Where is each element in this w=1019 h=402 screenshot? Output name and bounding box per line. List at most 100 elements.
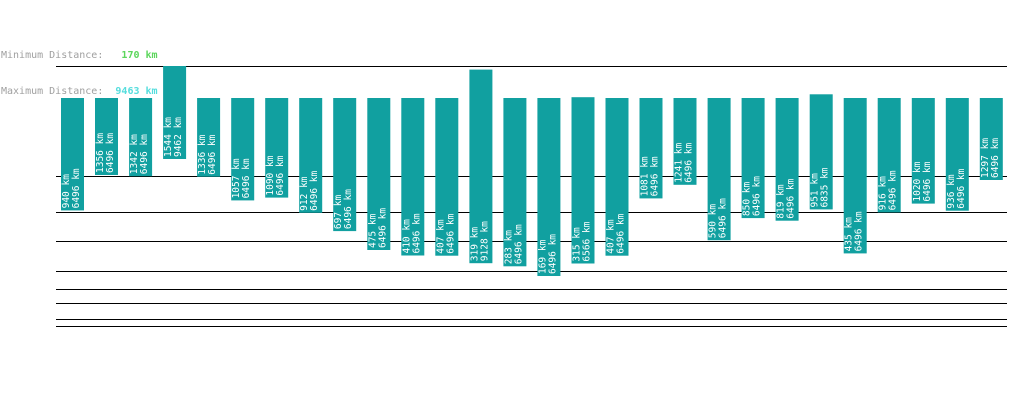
bar-min-label: 319 km [469, 227, 480, 262]
bar-min-label: 1090 km [265, 155, 276, 195]
bar-max-label: 6496 km [71, 168, 82, 208]
bar-group: 916 km 6496 km [877, 98, 901, 213]
bar-max-label: 6496 km [445, 213, 456, 253]
bar-group: 169 km 6496 km [537, 98, 561, 276]
bar-max-label: 6835 km [820, 167, 831, 207]
bar-group: 1356 km 6496 km [95, 98, 118, 175]
bar [537, 98, 561, 276]
bar-max-label: 6496 km [752, 176, 763, 216]
minimum-distance-row: Minimum Distance: 170 km [1, 50, 158, 62]
bar-group: 475 km 6496 km [367, 98, 391, 250]
bar-group: 1057 km 6496 km [231, 98, 255, 201]
bar [911, 98, 935, 204]
bar [503, 98, 527, 267]
bar-max-label: 6496 km [241, 158, 252, 198]
bar-min-label: 315 km [572, 227, 583, 262]
maximum-distance-value: 9463 km [115, 86, 158, 97]
bar-group: 315 km 6566 km [571, 97, 595, 264]
bar-min-label: 283 km [503, 230, 514, 265]
bar [775, 98, 799, 221]
bar [265, 98, 289, 198]
maximum-distance-label: Maximum Distance: [1, 86, 104, 97]
bar-group: 590 km 6496 km [707, 98, 731, 241]
bar-group: 407 km 6496 km [605, 98, 629, 256]
maximum-distance-row: Maximum Distance: 9463 km [1, 86, 158, 98]
bar-max-label: 6496 km [650, 156, 661, 196]
bar-max-label: 6496 km [990, 138, 1001, 178]
bar-group: 1020 km 6496 km [911, 98, 935, 204]
distance-stats: Minimum Distance: 170 km Maximum Distanc… [1, 26, 158, 110]
bar-max-label: 6496 km [207, 134, 218, 174]
bar-min-label: 916 km [878, 176, 889, 211]
bar-max-label: 6496 km [547, 234, 558, 274]
bar-group: 1544 km 9462 km [163, 66, 187, 159]
bar-group: 407 km 6496 km [435, 98, 459, 256]
bar-group: 936 km 6496 km [945, 98, 969, 211]
bar [95, 98, 118, 175]
bar [707, 98, 731, 241]
bar-min-label: 936 km [946, 174, 957, 209]
bar-min-label: 169 km [537, 239, 548, 274]
bar-min-label: 1020 km [912, 161, 923, 201]
bar [231, 98, 255, 201]
bar-max-label: 6496 km [513, 224, 524, 264]
bar-min-label: 1356 km [95, 133, 106, 173]
bar-group: 912 km 6496 km [299, 98, 323, 213]
bar-max-label: 6496 km [684, 142, 695, 182]
bar-max-label: 6496 km [888, 170, 899, 210]
bar-max-label: 6496 km [411, 213, 422, 253]
bar-group: 319 km 9128 km [469, 69, 493, 264]
bar-min-label: 1081 km [640, 156, 651, 196]
bar-group: 819 km 6496 km [775, 98, 799, 221]
bar-min-label: 850 km [742, 182, 753, 217]
bar-group: 1081 km 6496 km [639, 98, 663, 199]
bar-max-label: 6496 km [275, 155, 286, 195]
bar-group: 1297 km 6496 km [979, 98, 1003, 180]
bar-min-label: 697 km [333, 195, 344, 230]
bar [809, 94, 833, 210]
bar-max-label: 6496 km [105, 133, 116, 173]
bar-min-label: 1297 km [980, 138, 991, 178]
bar-min-label: 1057 km [231, 158, 242, 198]
bar-min-label: 407 km [435, 219, 446, 254]
bar [571, 97, 595, 264]
bar [469, 69, 493, 264]
bar-max-label: 6496 km [854, 211, 865, 251]
bar [401, 98, 425, 256]
bar-min-label: 590 km [708, 204, 719, 239]
bar-max-label: 6496 km [309, 170, 320, 210]
bar [979, 98, 1003, 180]
bar-min-label: 410 km [401, 219, 412, 254]
bar-group: 951 km 6835 km [809, 94, 833, 210]
bar [741, 98, 765, 219]
bar-max-label: 9128 km [479, 221, 490, 261]
bar-min-label: 1336 km [197, 134, 208, 174]
bar [299, 98, 323, 213]
bar-max-label: 6496 km [377, 208, 388, 248]
bar-group: 1336 km 6496 km [197, 98, 221, 177]
bar-group: 283 km 6496 km [503, 98, 527, 267]
bar-max-label: 6566 km [582, 221, 593, 261]
bar-group: 850 km 6496 km [741, 98, 765, 219]
bar-min-label: 1544 km [163, 117, 174, 157]
bar-max-label: 6496 km [922, 161, 933, 201]
bar-max-label: 6496 km [343, 189, 354, 229]
minimum-distance-label: Minimum Distance: [1, 50, 104, 61]
bar-group: 1090 km 6496 km [265, 98, 289, 198]
bar [945, 98, 969, 211]
bar [435, 98, 459, 256]
bar [843, 98, 867, 254]
bar [163, 66, 187, 159]
bar-max-label: 6496 km [956, 168, 967, 208]
bar-group: 410 km 6496 km [401, 98, 425, 256]
bar-group: 697 km 6496 km [333, 98, 357, 232]
bar-group: 940 km 6496 km [61, 98, 84, 211]
bar [639, 98, 663, 199]
bar-max-label: 9462 km [173, 117, 184, 157]
bar [673, 98, 697, 185]
bar-min-label: 475 km [367, 213, 378, 248]
bar [605, 98, 629, 256]
bar-min-label: 912 km [299, 176, 310, 211]
bar-min-label: 407 km [606, 219, 617, 254]
